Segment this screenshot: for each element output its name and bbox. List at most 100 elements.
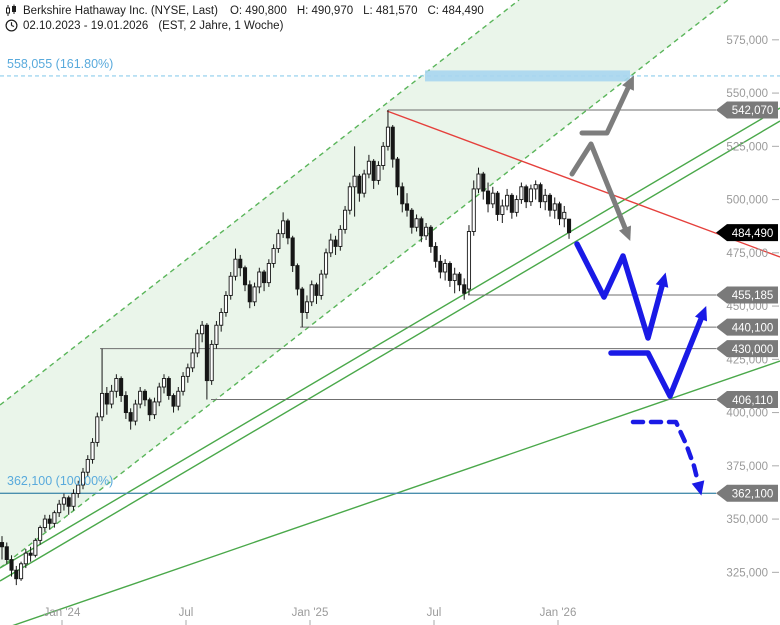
- open-value: O: 490,800: [229, 4, 287, 17]
- candle-body: [543, 194, 548, 203]
- candle-body: [495, 192, 500, 215]
- candle-body: [33, 539, 38, 556]
- candle-body: [262, 271, 267, 284]
- chart-header: Berkshire Hathaway Inc. (NYSE, Last) O: …: [5, 3, 494, 33]
- candle-body: [157, 386, 162, 403]
- candle-body: [290, 237, 295, 267]
- timeframe-info: (EST, 2 Jahre, 1 Woche): [158, 19, 284, 32]
- y-axis-tick-label: 475,000: [726, 248, 768, 260]
- y-axis-tick-label: 400,000: [726, 408, 768, 420]
- candle-body: [147, 399, 152, 416]
- candle-body: [366, 160, 371, 175]
- candle-body: [247, 284, 252, 303]
- price-badge-484490: 484,490: [716, 224, 778, 242]
- candle-body: [357, 175, 362, 194]
- candle-body: [252, 286, 257, 303]
- x-axis-tick-label: Jul: [179, 607, 194, 619]
- candle-body: [0, 542, 5, 548]
- candle-body: [90, 441, 95, 460]
- candle-body: [347, 186, 352, 211]
- candle-body: [242, 267, 248, 286]
- instrument-line: Berkshire Hathaway Inc. (NYSE, Last) O: …: [5, 3, 494, 18]
- candle-body: [200, 324, 205, 335]
- y-axis-tick-label: 350,000: [726, 514, 768, 526]
- candle-body: [276, 233, 281, 250]
- candle-body: [319, 273, 324, 296]
- high-value: H: 490,970: [296, 4, 354, 17]
- long-term-support-trendline: [12, 360, 780, 625]
- candle-body: [133, 403, 138, 422]
- candle-body: [142, 390, 148, 401]
- candle-body: [4, 546, 9, 560]
- candle-body: [47, 518, 52, 524]
- price-badge-362100: 362,100: [716, 484, 778, 502]
- candle-body: [152, 401, 157, 416]
- candle-body: [85, 458, 90, 473]
- candle-body: [404, 203, 410, 211]
- candle-body: [409, 209, 414, 228]
- candle-body: [323, 252, 329, 275]
- candle-body: [514, 199, 519, 213]
- candle-body: [485, 190, 491, 205]
- candle-body: [228, 275, 233, 296]
- blue-dashed-arrow: [630, 419, 705, 496]
- blue-path-2-arrow: [608, 306, 708, 399]
- candle-body: [557, 203, 562, 220]
- svg-text:362,100: 362,100: [732, 489, 774, 501]
- candle-body: [328, 239, 333, 254]
- candle-body: [266, 263, 271, 284]
- candle-body: [190, 352, 195, 369]
- y-axis-tick-label: 525,000: [726, 141, 768, 153]
- candle-body: [466, 231, 472, 290]
- x-axis-tick-label: Jan '26: [540, 607, 577, 619]
- fib-level-label-100: 362,100 (100.00%): [7, 474, 114, 488]
- close-value: C: 484,490: [427, 4, 484, 17]
- svg-text:455,185: 455,185: [732, 290, 774, 302]
- price-badge-440100: 440,100: [716, 318, 778, 336]
- candle-body: [433, 245, 438, 262]
- candle-body: [505, 194, 510, 207]
- candle-body: [547, 194, 553, 211]
- candle-body: [295, 265, 300, 290]
- candle-body: [61, 497, 66, 505]
- candle-body: [9, 559, 14, 571]
- candle-body: [76, 484, 81, 494]
- candle-body: [333, 239, 338, 247]
- candle-body: [300, 288, 305, 313]
- support-line-2-trendline: [0, 120, 780, 582]
- candle-body: [528, 188, 533, 203]
- candle-body: [271, 248, 276, 264]
- candle-body: [352, 175, 357, 188]
- candle-body: [123, 395, 128, 414]
- candle-body: [476, 173, 481, 190]
- candle-body: [566, 218, 572, 234]
- candle-body: [209, 343, 214, 382]
- candle-body: [114, 378, 119, 392]
- candle-body: [204, 324, 209, 382]
- svg-text:406,110: 406,110: [732, 395, 773, 407]
- candle-body: [395, 158, 400, 188]
- candle-body: [171, 395, 176, 407]
- blue-path-1-arrow: [574, 241, 669, 341]
- candlestick-series: [0, 109, 572, 586]
- candle-body: [509, 194, 514, 213]
- candle-body: [238, 258, 243, 269]
- candle-body: [23, 552, 28, 565]
- candle-body: [462, 284, 467, 294]
- candle-body: [400, 186, 405, 205]
- candle-body: [519, 186, 524, 201]
- candle-body: [490, 192, 495, 205]
- period-line: 02.10.2023 - 19.01.2026 (EST, 2 Jahre, 1…: [5, 18, 494, 33]
- candle-body: [362, 173, 367, 194]
- candle-body: [424, 226, 429, 237]
- candle-body: [128, 412, 133, 422]
- date-range: 02.10.2023 - 19.01.2026: [23, 19, 149, 32]
- downtrend-resistance-trendline: [386, 110, 780, 258]
- y-axis-tick-label: 550,000: [726, 88, 768, 100]
- candle-body: [52, 512, 57, 524]
- candle-body: [371, 160, 376, 181]
- candle-body: [95, 416, 100, 443]
- candle-body: [376, 165, 381, 181]
